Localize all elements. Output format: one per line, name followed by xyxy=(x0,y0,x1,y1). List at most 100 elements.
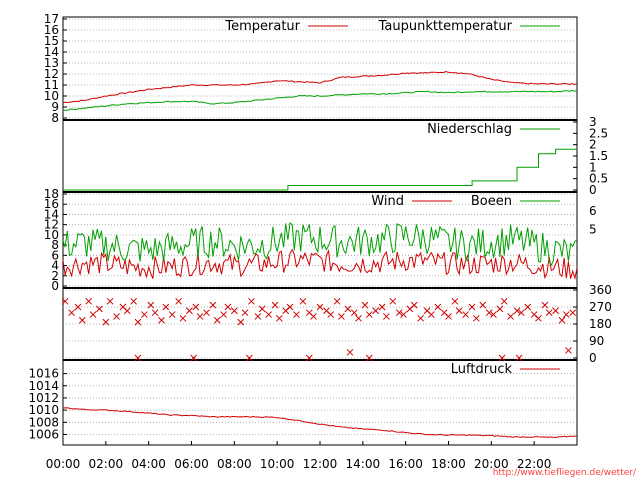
data-point xyxy=(545,309,553,317)
y-tick-label: 1014 xyxy=(28,379,59,393)
data-point xyxy=(310,313,317,320)
data-point xyxy=(541,301,549,309)
data-point xyxy=(74,303,82,311)
data-point xyxy=(151,309,159,317)
series-line-Wind xyxy=(62,248,578,281)
legend-label: Taupunkttemperatur xyxy=(378,19,513,34)
data-point xyxy=(434,303,442,311)
data-point xyxy=(134,354,142,362)
series-line-Taupunkttemperatur xyxy=(63,89,578,111)
series-line-Luftdruck xyxy=(62,407,578,438)
data-point xyxy=(455,307,463,315)
y-tick-label: 0 xyxy=(51,279,59,293)
y-tick-label: 270 xyxy=(589,300,612,314)
data-point xyxy=(123,307,131,315)
data-point xyxy=(113,313,120,320)
data-point xyxy=(293,311,300,318)
data-point xyxy=(158,316,165,324)
data-point xyxy=(513,307,521,315)
data-point xyxy=(372,307,380,315)
data-point xyxy=(517,309,525,317)
y-tick-label: 2 xyxy=(51,269,59,283)
data-point xyxy=(224,303,232,311)
y-tick-label: 18 xyxy=(44,187,59,201)
data-point xyxy=(558,316,566,324)
data-point xyxy=(552,307,559,315)
data-point xyxy=(350,309,358,317)
data-point xyxy=(327,311,335,318)
data-point xyxy=(254,313,262,320)
data-point xyxy=(248,297,255,305)
y-tick-label: 1.5 xyxy=(589,149,608,163)
y-tick-label: 11 xyxy=(44,78,59,92)
data-point xyxy=(162,303,170,311)
y-tick-label: 16 xyxy=(44,197,59,211)
series-line-Niederschlag xyxy=(63,148,577,191)
data-point xyxy=(237,318,245,326)
right-axis-label: 6 xyxy=(589,204,597,218)
data-point xyxy=(361,301,369,309)
x-tick-label: 14:00 xyxy=(346,457,381,471)
x-tick-label: 16:00 xyxy=(388,457,423,471)
data-point xyxy=(365,311,373,318)
series-line-Temperatur xyxy=(62,70,577,104)
x-tick-label: 06:00 xyxy=(174,457,209,471)
data-point xyxy=(338,313,345,320)
data-point xyxy=(299,297,307,305)
legend-label: Temperatur xyxy=(224,19,300,34)
y-tick-label: 0 xyxy=(589,183,597,197)
y-tick-label: 12 xyxy=(44,67,59,81)
data-point xyxy=(220,311,227,318)
data-point xyxy=(213,316,221,324)
data-point xyxy=(428,311,435,318)
y-tick-label: 14 xyxy=(44,207,59,221)
data-point xyxy=(344,305,352,313)
data-point xyxy=(507,313,514,320)
y-tick-label: 1010 xyxy=(28,403,59,417)
data-point xyxy=(316,303,324,311)
data-point xyxy=(147,301,155,309)
x-tick-label: 08:00 xyxy=(217,457,252,471)
y-tick-label: 1016 xyxy=(28,367,59,381)
y-tick-label: 360 xyxy=(589,283,612,297)
x-tick-label: 04:00 xyxy=(131,457,166,471)
legend-label: Wind xyxy=(371,194,404,209)
data-point xyxy=(134,318,142,326)
data-point xyxy=(565,347,572,354)
y-tick-label: 8 xyxy=(51,238,59,252)
y-tick-label: 0 xyxy=(589,351,597,365)
y-tick-label: 8 xyxy=(51,111,59,125)
data-point xyxy=(365,354,373,362)
data-point xyxy=(186,307,193,315)
legend-label: Niederschlag xyxy=(427,122,512,137)
data-point xyxy=(333,297,341,305)
data-point xyxy=(168,311,176,318)
data-point xyxy=(179,314,187,322)
series-line-Boeen xyxy=(62,221,578,267)
data-point xyxy=(451,297,459,305)
data-point xyxy=(85,297,93,305)
y-tick-label: 3 xyxy=(589,115,597,129)
x-tick-label: 10:00 xyxy=(260,457,295,471)
y-tick-label: 1006 xyxy=(28,427,59,441)
data-point xyxy=(192,303,200,311)
chart-frame xyxy=(62,16,578,446)
y-tick-label: 180 xyxy=(589,317,612,331)
data-point xyxy=(106,297,114,305)
data-point xyxy=(245,354,253,362)
data-point xyxy=(472,314,480,322)
data-point xyxy=(209,301,217,309)
data-point xyxy=(61,297,69,305)
data-point xyxy=(479,301,487,309)
data-point xyxy=(498,354,506,362)
data-point xyxy=(230,307,238,315)
data-point xyxy=(445,313,452,320)
x-tick-label: 18:00 xyxy=(431,457,466,471)
credit-link[interactable]: http://www.tiefliegen.de/wetter/ xyxy=(493,468,637,478)
data-point xyxy=(524,303,532,311)
data-point xyxy=(265,311,272,318)
